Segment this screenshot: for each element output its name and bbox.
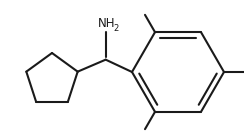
Text: NH: NH [98, 17, 115, 30]
Text: 2: 2 [113, 24, 118, 33]
